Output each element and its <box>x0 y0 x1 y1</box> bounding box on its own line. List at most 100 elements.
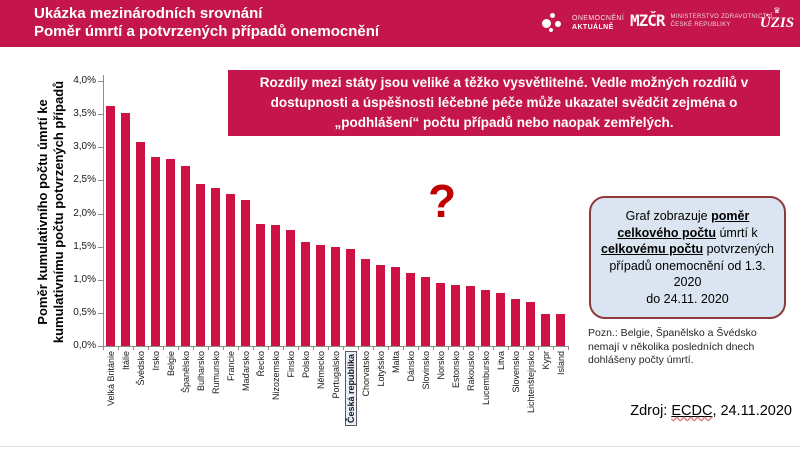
uzis-logo: ♛ ÚZIS <box>757 7 797 32</box>
x-axis-label-text: Rumunsko <box>210 351 221 395</box>
x-axis-label: Dánsko <box>405 351 417 437</box>
x-axis-label-text: Itálie <box>120 351 131 371</box>
x-axis-label: Polsko <box>300 351 312 437</box>
callout-box: Rozdíly mezi státy jsou veliké a těžko v… <box>228 70 780 136</box>
chart-bar <box>346 249 355 346</box>
x-axis-tick-mark <box>523 347 524 350</box>
x-axis-tick-mark <box>103 347 104 350</box>
x-axis-tick-mark <box>253 347 254 350</box>
x-axis-tick-mark <box>133 347 134 350</box>
x-axis-tick-mark <box>568 347 569 350</box>
chart-bar <box>376 265 385 346</box>
chart-bar <box>301 241 310 346</box>
onemocneni-aktualne-label: ONEMOCNĚNÍ AKTUÁLNĚ <box>572 14 624 32</box>
x-axis-tick-mark <box>403 347 404 350</box>
x-axis-tick-mark <box>313 347 314 350</box>
x-axis-label: Portugalsko <box>330 351 342 437</box>
x-axis-label-text: Česká republika <box>344 351 357 427</box>
x-axis-tick-mark <box>238 347 239 350</box>
chart-bar <box>466 286 475 346</box>
x-axis-label-text: Finsko <box>285 351 296 378</box>
question-mark-annotation: ? <box>428 175 457 227</box>
onemocneni-line2: AKTUÁLNĚ <box>572 24 614 31</box>
x-axis-tick-mark <box>118 347 119 350</box>
info-seg-3: úmrtí k <box>715 225 758 240</box>
x-axis-label-text: Francie <box>225 351 236 382</box>
chart-bar <box>316 244 325 346</box>
chart-bar <box>436 283 445 346</box>
chart-bar <box>511 298 520 346</box>
x-axis-label: Švédsko <box>135 351 147 437</box>
chart-bar <box>526 302 535 346</box>
x-axis-label-text: Belgie <box>165 351 176 377</box>
info-seg-5: potvrzených případů onemocnění od 1.3. 2… <box>609 242 774 289</box>
chart-bar <box>451 285 460 346</box>
chart-bar <box>481 289 490 346</box>
x-axis-label: Německo <box>315 351 327 437</box>
x-axis-label-text: Řecko <box>255 351 266 377</box>
x-axis-label: Litva <box>495 351 507 437</box>
x-axis-tick-mark <box>448 347 449 350</box>
x-axis-tick-mark <box>283 347 284 350</box>
callout-text: Rozdíly mezi státy jsou veliké a těžko v… <box>259 74 749 131</box>
chart-bar <box>271 225 280 346</box>
x-axis-label: Irsko <box>150 351 162 437</box>
x-axis-tick-mark <box>433 347 434 350</box>
x-axis-label-text: Polsko <box>300 351 311 379</box>
chart-bar <box>211 187 220 346</box>
x-axis-label: Kypr <box>540 351 552 437</box>
x-axis-tick-mark <box>553 347 554 350</box>
x-axis-tick-mark <box>478 347 479 350</box>
x-axis-label-text: Lichtenštejnsko <box>525 351 536 414</box>
chart-bar <box>556 314 565 346</box>
x-axis-label-text: Švédsko <box>135 351 146 386</box>
x-axis-line <box>103 346 569 347</box>
x-axis-label-text: Lucembursko <box>480 351 491 406</box>
chart-bar <box>136 141 145 346</box>
x-axis-tick-mark <box>493 347 494 350</box>
x-axis-tick-mark <box>388 347 389 350</box>
dots-cluster-icon <box>541 11 565 35</box>
chart-bar <box>406 273 415 346</box>
x-axis-label-text: Dánsko <box>405 351 416 382</box>
x-axis-label-text: Španělsko <box>180 351 191 394</box>
info-seg-6: do 24.11. 2020 <box>646 291 729 306</box>
x-axis-label-text: Bulharsko <box>195 351 206 392</box>
x-axis-label-text: Island <box>555 351 566 376</box>
x-axis-label: Itálie <box>120 351 132 437</box>
x-axis-label: Finsko <box>285 351 297 437</box>
x-axis-label: Lotyšsko <box>375 351 387 437</box>
x-axis-tick-mark <box>343 347 344 350</box>
x-axis-label-text: Estonsko <box>450 351 461 389</box>
footnote: Pozn.: Belgie, Španělsko a Švédsko nemaj… <box>588 327 757 367</box>
crown-icon: ♛ <box>773 6 781 15</box>
x-axis-tick-mark <box>193 347 194 350</box>
x-axis-label: Bulharsko <box>195 351 207 437</box>
x-axis-label-text: Maďarsko <box>240 351 251 392</box>
chart-bar <box>166 159 175 346</box>
ministry-of-health-logo: MZČR MINISTERSTVO ZDRAVOTNICTVÍ ČESKÉ RE… <box>630 11 773 30</box>
x-axis-tick-mark <box>538 347 539 350</box>
x-axis-tick-mark <box>298 347 299 350</box>
x-axis-label: Velká Británie <box>105 351 117 437</box>
x-axis-label-text: Malta <box>390 351 401 374</box>
slide-title-line1: Ukázka mezinárodních srovnání <box>34 5 263 22</box>
chart-bar <box>226 194 235 346</box>
slide-title-line2: Poměr úmrtí a potvrzených případů onemoc… <box>34 23 380 40</box>
x-axis-label: Malta <box>390 351 402 437</box>
x-axis-label: Belgie <box>165 351 177 437</box>
y-axis-title: Poměr kumulativního počtu úmrtí ke kumul… <box>35 80 66 344</box>
x-axis-label-text: Litva <box>495 351 506 371</box>
chart-bar <box>541 314 550 346</box>
x-axis-tick-mark <box>268 347 269 350</box>
info-seg-1: Graf zobrazuje <box>625 209 712 223</box>
x-axis-tick-mark <box>208 347 209 350</box>
x-axis-tick-mark <box>418 347 419 350</box>
chart-bar <box>196 183 205 346</box>
onemocneni-aktualne-logo: ONEMOCNĚNÍ AKTUÁLNĚ <box>541 9 624 37</box>
x-axis-label: Maďarsko <box>240 351 252 437</box>
x-axis-label: Lichtenštejnsko <box>525 351 537 437</box>
x-axis-tick-mark <box>148 347 149 350</box>
info-seg-4: celkovému počtu <box>601 242 704 256</box>
